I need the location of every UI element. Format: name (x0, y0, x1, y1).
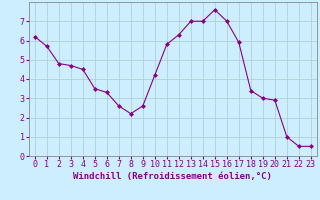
X-axis label: Windchill (Refroidissement éolien,°C): Windchill (Refroidissement éolien,°C) (73, 172, 272, 181)
